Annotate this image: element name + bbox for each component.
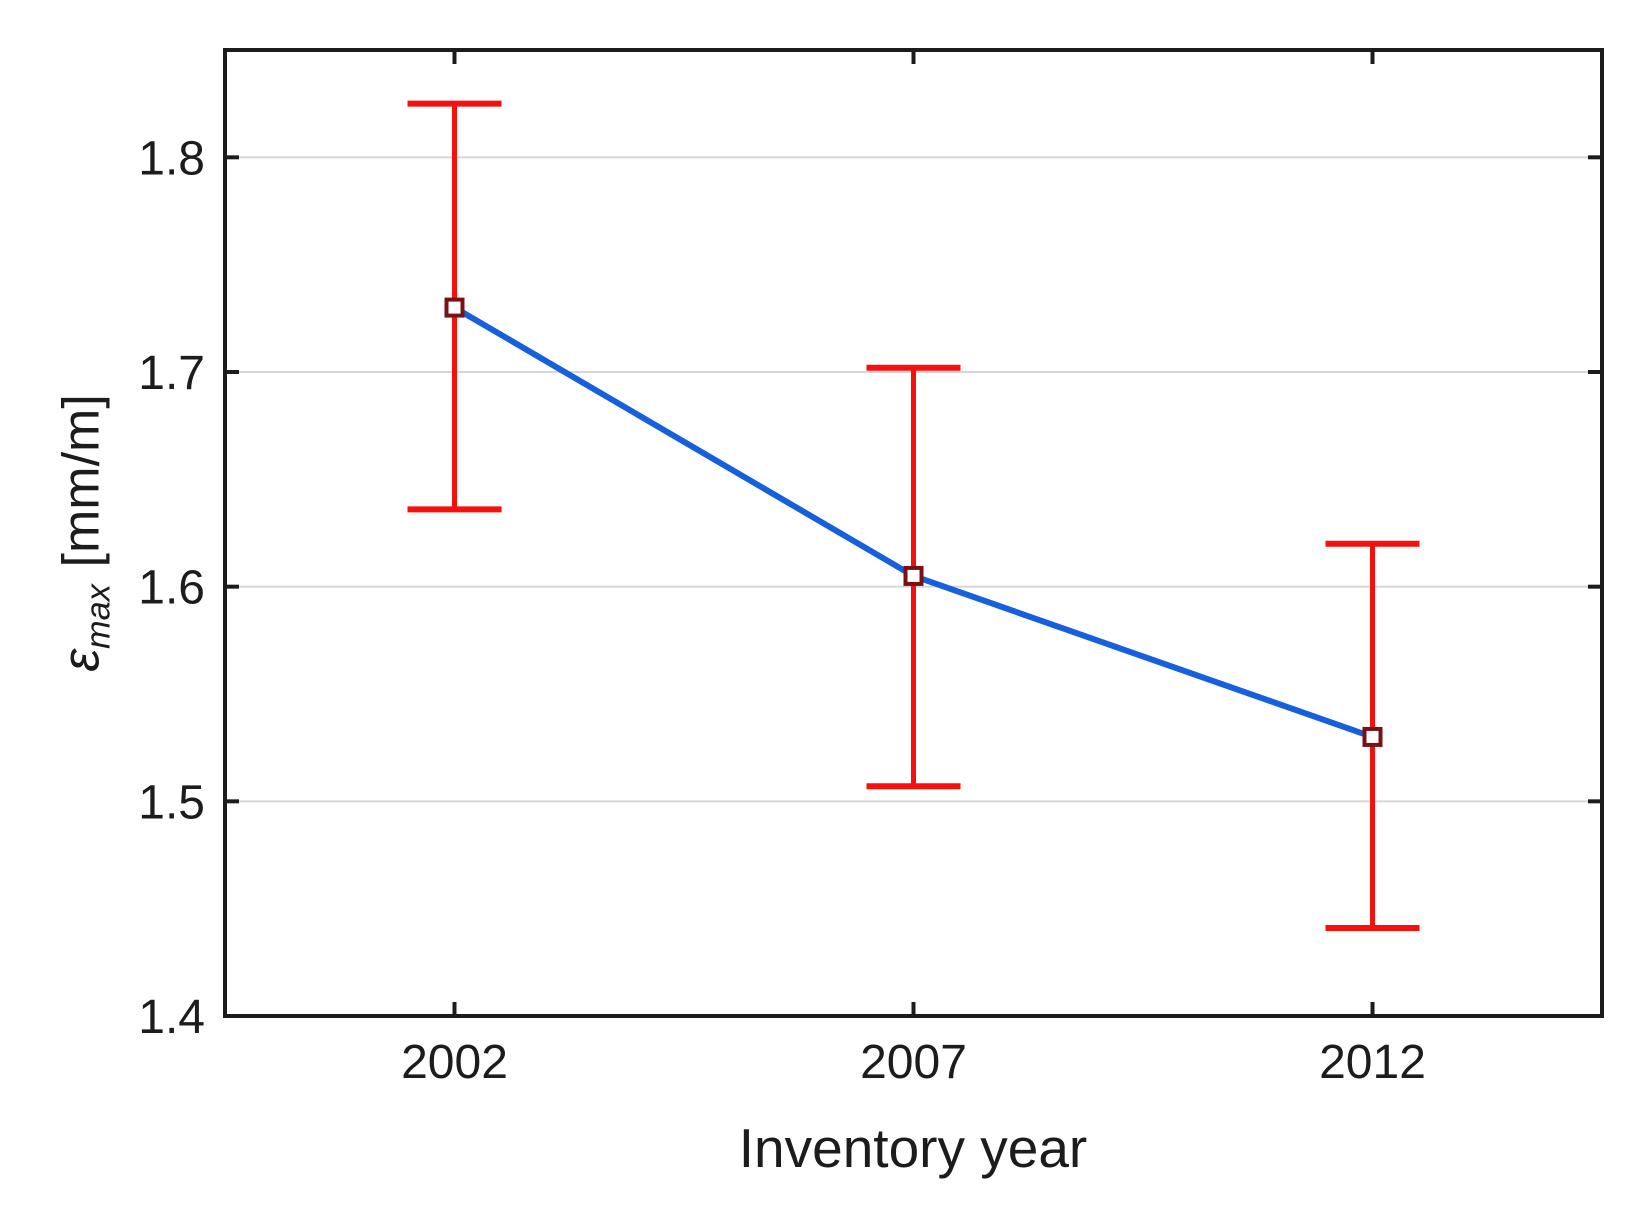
y-tick-label: 1.6: [138, 562, 205, 615]
y-tick-label: 1.7: [138, 347, 205, 400]
y-axis-title: εmax [mm/m]: [51, 394, 118, 672]
y-tick-label: 1.8: [138, 132, 205, 185]
y-axis-symbol: ε: [52, 648, 111, 672]
data-point-marker: [903, 565, 924, 586]
x-tick-label: 2007: [860, 1036, 967, 1089]
data-point-marker: [444, 297, 465, 318]
y-axis-symbol-subscript: max: [79, 584, 118, 649]
x-tick-label: 2002: [401, 1036, 508, 1089]
data-point-marker: [1362, 726, 1383, 747]
y-axis-unit: [mm/m]: [52, 394, 111, 568]
y-tick-label: 1.5: [138, 776, 205, 829]
y-tick-label: 1.4: [138, 991, 205, 1044]
x-tick-label: 2012: [1319, 1036, 1426, 1089]
x-axis-title: Inventory year: [738, 1117, 1088, 1179]
